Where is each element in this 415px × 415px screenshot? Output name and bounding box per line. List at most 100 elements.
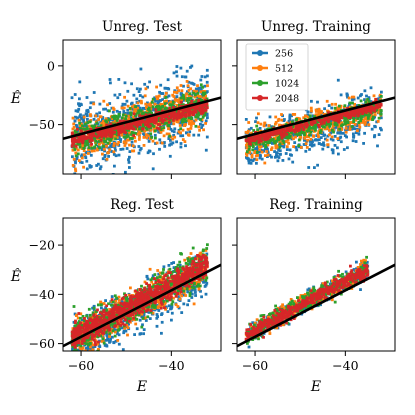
- scatter-point-2048: [347, 116, 351, 119]
- scatter-point-256: [135, 327, 139, 331]
- scatter-point-1024: [264, 145, 267, 149]
- scatter-point-512: [306, 138, 309, 142]
- scatter-point-512: [99, 115, 103, 119]
- scatter-point-512: [287, 142, 290, 145]
- scatter-point-1024: [194, 93, 197, 97]
- scatter-point-2048: [294, 124, 298, 128]
- scatter-point-256: [271, 142, 274, 145]
- scatter-point-2048: [329, 116, 333, 120]
- scatter-point-512: [307, 115, 310, 119]
- scatter-point-2048: [90, 134, 94, 137]
- scatter-point-256: [179, 134, 183, 138]
- scatter-point-1024: [278, 145, 282, 149]
- scatter-point-2048: [109, 135, 113, 139]
- scatter-point-512: [161, 128, 165, 132]
- scatter-point-512: [171, 137, 175, 141]
- scatter-point-1024: [195, 98, 199, 102]
- scatter-point-256: [92, 304, 96, 308]
- scatter-point-256: [83, 352, 86, 355]
- scatter-point-1024: [338, 127, 342, 131]
- scatter-point-512: [334, 102, 337, 106]
- scatter-point-1024: [288, 134, 292, 138]
- scatter-point-512: [250, 155, 254, 159]
- scatter-point-2048: [310, 119, 314, 122]
- scatter-point-1024: [360, 115, 364, 119]
- scatter-point-512: [145, 136, 149, 140]
- scatter-point-1024: [103, 140, 107, 144]
- scatter-point-512: [304, 114, 307, 118]
- scatter-point-2048: [159, 114, 163, 118]
- scatter-point-512: [339, 106, 342, 110]
- legend-box: [245, 43, 309, 111]
- scatter-point-2048: [79, 138, 83, 142]
- scatter-point-512: [117, 295, 121, 299]
- scatter-point-256: [360, 93, 363, 96]
- scatter-point-2048: [283, 130, 287, 133]
- scatter-point-256: [128, 155, 131, 159]
- scatter-point-256: [73, 119, 77, 123]
- scatter-point-2048: [154, 118, 157, 122]
- scatter-point-512: [189, 121, 193, 125]
- scatter-point-256: [157, 309, 161, 312]
- legend-label: 1024: [275, 79, 299, 90]
- scatter-point-256: [182, 302, 186, 306]
- scatter-point-2048: [122, 119, 125, 123]
- scatter-point-1024: [359, 117, 363, 120]
- scatter-point-256: [266, 151, 270, 155]
- scatter-point-256: [132, 297, 136, 301]
- scatter-point-1024: [308, 114, 312, 118]
- scatter-point-1024: [170, 106, 174, 110]
- scatter-point-256: [85, 347, 88, 350]
- scatter-point-512: [189, 283, 193, 287]
- scatter-point-1024: [248, 144, 251, 148]
- scatter-point-512: [120, 106, 124, 110]
- scatter-point-2048: [187, 109, 191, 112]
- scatter-point-1024: [142, 123, 145, 126]
- scatter-point-256: [193, 288, 197, 292]
- scatter-point-256: [170, 318, 173, 322]
- scatter-point-256: [81, 318, 84, 322]
- scatter-point-2048: [146, 124, 150, 128]
- scatter-point-512: [314, 108, 318, 112]
- scatter-point-256: [73, 93, 77, 96]
- scatter-point-1024: [255, 142, 258, 146]
- scatter-point-256: [355, 127, 359, 131]
- scatter-point-1024: [191, 101, 195, 105]
- scatter-point-512: [179, 131, 182, 135]
- scatter-point-256: [138, 318, 142, 322]
- scatter-point-1024: [371, 115, 375, 119]
- scatter-point-256: [205, 252, 209, 256]
- scatter-point-512: [80, 156, 84, 160]
- scatter-point-1024: [312, 124, 316, 128]
- scatter-point-256: [145, 275, 149, 279]
- scatter-point-1024: [200, 98, 204, 102]
- scatter-point-1024: [186, 97, 190, 100]
- scatter-point-256: [143, 107, 146, 110]
- scatter-point-2048: [197, 99, 201, 102]
- scatter-point-512: [270, 146, 274, 150]
- scatter-point-256: [130, 102, 133, 106]
- scatter-point-256: [108, 102, 112, 105]
- scatter-point-512: [149, 102, 153, 105]
- scatter-point-2048: [167, 120, 171, 124]
- scatter-point-512: [155, 141, 159, 145]
- scatter-point-256: [104, 107, 107, 111]
- scatter-point-256: [249, 161, 253, 165]
- scatter-point-1024: [319, 129, 323, 132]
- scatter-point-256: [183, 75, 187, 79]
- scatter-point-256: [152, 152, 155, 156]
- scatter-point-512: [267, 124, 271, 127]
- scatter-point-1024: [130, 130, 134, 134]
- scatter-point-512: [326, 124, 330, 128]
- scatter-point-1024: [165, 121, 169, 125]
- scatter-point-1024: [117, 113, 121, 116]
- scatter-point-256: [281, 159, 285, 162]
- scatter-point-256: [190, 81, 193, 85]
- scatter-point-1024: [364, 100, 368, 104]
- scatter-point-1024: [189, 96, 193, 100]
- scatter-point-256: [279, 152, 282, 156]
- scatter-point-1024: [168, 134, 172, 138]
- scatter-point-1024: [287, 136, 291, 140]
- scatter-point-2048: [285, 126, 289, 130]
- scatter-point-2048: [108, 132, 112, 136]
